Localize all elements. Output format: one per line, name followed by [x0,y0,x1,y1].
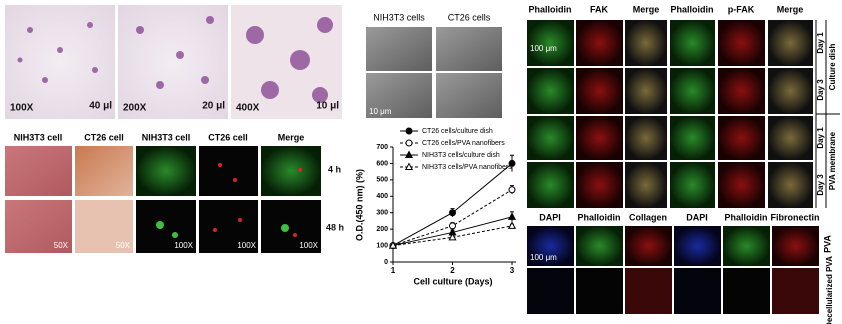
column-header: p-FAK [728,4,755,14]
magnification: 400X [236,103,260,114]
scale-bar: 20 μl [202,101,225,112]
legend-entry: CT26 cells/PVA nanofibers [422,140,505,147]
column-header: Merge [278,132,305,142]
row-label: 48 h [326,222,344,232]
row-label: Decellularized PVA [825,256,834,324]
culture-images [5,146,321,253]
y-tick-label: 600 [376,160,388,167]
column-header: NIH3T3 cells [373,12,425,22]
y-tick-label: 400 [376,193,388,200]
column-header: Collagen [629,212,667,222]
marker [508,186,516,194]
y-tick-label: 500 [376,177,388,184]
legend-marker [404,162,414,170]
scale-bar: 10 μm [369,107,392,116]
row-label: PVA [822,235,832,253]
column-header: NIH3T3 cell [142,132,191,142]
x-tick-label: 2 [450,266,455,275]
magnification: 200X [123,103,147,114]
marker [507,212,517,220]
legend-marker [404,150,414,158]
day-label: Day 1 [816,127,825,149]
legend-entry: CT26 cells/culture dish [422,128,493,135]
x-tick-label: 1 [391,266,396,275]
day-label: Day 1 [816,32,825,54]
column-header: Fibronectin [771,212,820,222]
marker [508,159,516,167]
scale-bar: 10 μl [316,101,339,112]
column-header: FAK [590,4,609,14]
scale-bar: 100 μm [530,44,557,53]
y-tick-label: 100 [376,242,388,249]
legend-marker [405,139,413,147]
magnification: 100X [174,241,193,250]
marker [388,241,398,249]
magnification: 100X [299,241,318,250]
row-label: 4 h [328,164,341,174]
column-header: DAPI [539,212,561,222]
day-label: Day 3 [816,79,825,101]
y-tick-label: 200 [376,226,388,233]
magnification: 100X [10,103,34,114]
column-header: Phalloidin [670,4,713,14]
scale-bar: 40 μl [89,101,112,112]
y-tick-label: 0 [384,259,388,266]
magnification: 50X [54,241,69,250]
magnification: 50X [116,241,131,250]
y-tick-label: 300 [376,210,388,217]
group-label: Culture dish [828,44,837,91]
column-header: CT26 cell [208,132,248,142]
column-header: Phalloidin [528,4,571,14]
column-header: Phalloidin [577,212,620,222]
magnification: 100X [237,241,256,250]
scale-bar: 100 μm [530,253,557,262]
day-label: Day 3 [816,174,825,196]
legend-entry: NIH3T3 cells/culture dish [422,152,500,159]
legend-entry: NIH3T3 cells/PVA nanofibers [422,164,512,171]
x-tick-label: 3 [510,266,515,275]
column-header: DAPI [686,212,708,222]
column-header: Phalloidin [724,212,767,222]
column-header: CT26 cells [448,12,491,22]
column-header: CT26 cell [84,132,124,142]
y-tick-label: 700 [376,144,388,151]
column-header: NIH3T3 cell [14,132,63,142]
column-header: Merge [633,4,660,14]
ecm-images [527,226,819,314]
marker [448,232,457,241]
marker [449,209,456,217]
y-axis-label: O.D.(450 nm) (%) [354,169,364,241]
stain-images [5,5,342,119]
sem-images [366,27,502,118]
fak-images [527,20,840,208]
column-header: Merge [777,4,804,14]
group-label: PVA membrane [828,131,837,190]
x-axis-label: Cell culture (Days) [413,276,492,286]
legend-marker [405,127,413,135]
marker [507,221,517,229]
